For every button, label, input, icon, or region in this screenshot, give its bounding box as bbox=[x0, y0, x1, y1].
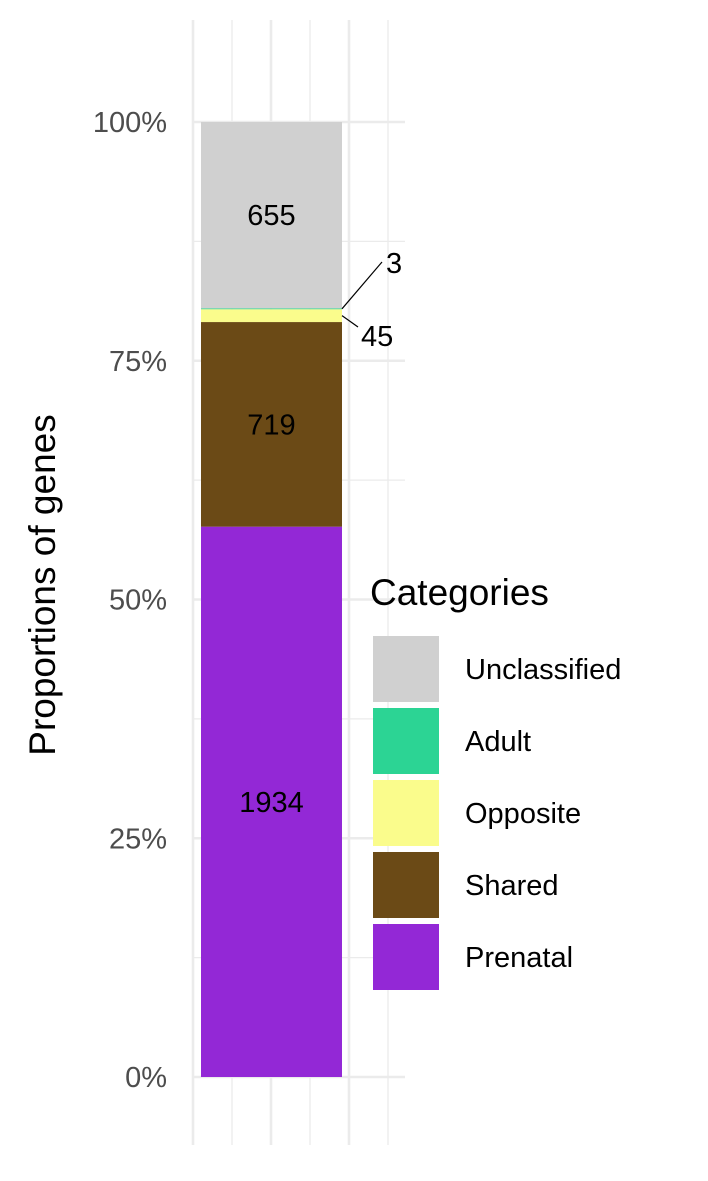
bar-segment-opposite bbox=[201, 309, 342, 323]
legend-label-prenatal: Prenatal bbox=[465, 942, 573, 974]
y-tick-label: 75% bbox=[109, 346, 167, 378]
y-tick-label: 0% bbox=[125, 1062, 167, 1094]
legend: Categories Unclassified Adult Opposite Shar… bbox=[370, 572, 621, 990]
y-tick-label: 25% bbox=[109, 823, 167, 855]
leader-line-opposite bbox=[341, 315, 359, 328]
legend-label-adult: Adult bbox=[465, 726, 531, 758]
bar-segment-unclassified bbox=[201, 122, 342, 309]
legend-title: Categories bbox=[370, 572, 549, 613]
legend-key-opposite bbox=[373, 780, 439, 846]
bar-segment-prenatal bbox=[201, 526, 342, 1077]
y-tick-layer: 0% 25% 50% 75% 100% bbox=[93, 107, 167, 1094]
bar-layer bbox=[201, 122, 342, 1077]
bar-segment-adult bbox=[201, 308, 342, 310]
legend-key-unclassified bbox=[373, 636, 439, 702]
y-axis-title: Proportions of genes bbox=[22, 414, 63, 755]
legend-key-prenatal bbox=[373, 924, 439, 990]
y-tick-label: 100% bbox=[93, 107, 167, 139]
legend-label-unclassified: Unclassified bbox=[465, 654, 621, 686]
bar-label-prenatal: 1934 bbox=[239, 787, 304, 819]
bar-label-unclassified: 655 bbox=[247, 200, 295, 232]
y-tick-label: 50% bbox=[109, 585, 167, 617]
bar-segment-shared bbox=[201, 322, 342, 527]
bar-label-shared: 719 bbox=[247, 409, 295, 441]
legend-label-shared: Shared bbox=[465, 870, 559, 902]
legend-key-shared bbox=[373, 852, 439, 918]
legend-key-adult bbox=[373, 708, 439, 774]
bar-label-layer: 1934 719 45 3 655 bbox=[239, 200, 402, 819]
bar-label-adult: 3 bbox=[386, 248, 402, 280]
legend-label-opposite: Opposite bbox=[465, 798, 581, 830]
leader-line-adult bbox=[341, 261, 383, 310]
bar-label-opposite: 45 bbox=[361, 321, 393, 353]
